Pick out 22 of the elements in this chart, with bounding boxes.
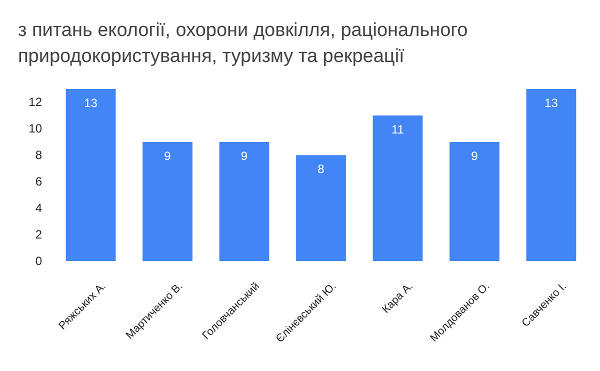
data-label: 9 [471,148,478,163]
y-tick-label: 6 [35,174,42,188]
bar [526,89,576,261]
bar [450,142,500,261]
bar [372,115,423,261]
data-label: 9 [240,148,248,163]
data-label: 9 [164,148,172,163]
bar [219,142,270,261]
y-tick-label: 10 [28,122,42,136]
data-label: 13 [544,96,558,110]
y-tick-label: 2 [35,227,42,242]
y-tick-label: 12 [28,95,42,110]
data-label: 13 [84,96,98,110]
y-tick-label: 8 [35,148,42,162]
data-label: 8 [318,162,325,176]
bar [66,89,116,261]
data-label: 11 [392,122,404,136]
y-tick-label: 4 [35,200,42,215]
bar [142,142,192,261]
bar [296,155,346,261]
chart-title: з питань екології, охорони довкілля, раціонального природокористування, туризму та рекреації [18,20,468,67]
y-tick-label: 0 [35,254,42,268]
